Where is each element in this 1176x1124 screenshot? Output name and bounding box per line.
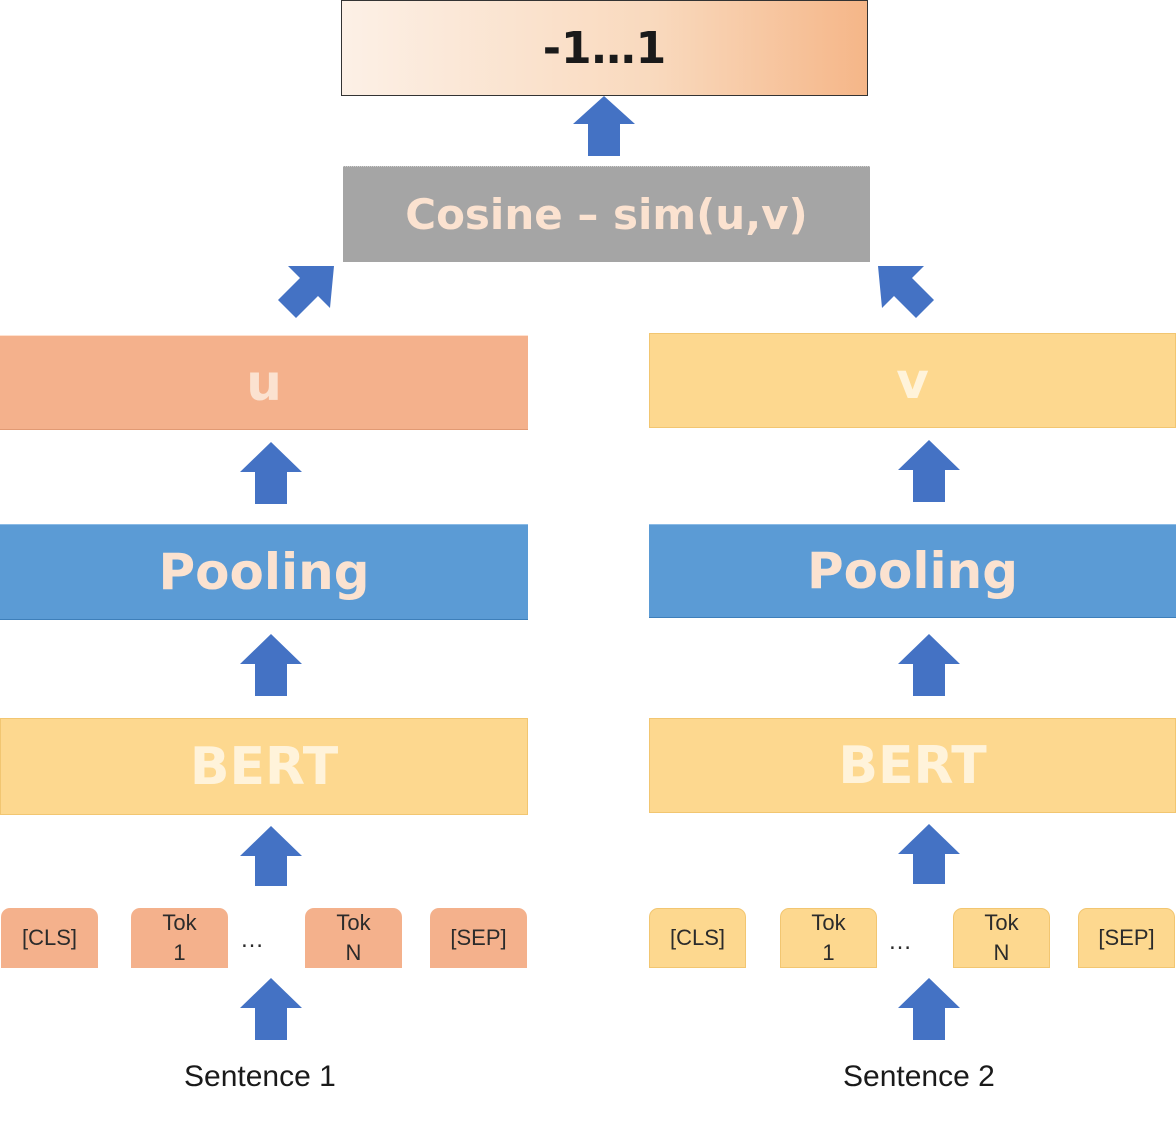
- token-cls-left: [CLS]: [1, 908, 98, 968]
- up-arrow-output: [573, 96, 635, 156]
- output-range-label: -1…1: [542, 22, 667, 74]
- up-arrow-left-pooling: [240, 442, 302, 504]
- pooling-right-box: Pooling: [649, 524, 1176, 618]
- cosine-similarity-box: Cosine – sim(u,v): [343, 166, 870, 262]
- token-n-right: Tok N: [953, 908, 1050, 968]
- sentence-1-label: Sentence 1: [184, 1060, 336, 1093]
- token-cls-right: [CLS]: [649, 908, 746, 968]
- pooling-left-box: Pooling: [0, 524, 528, 620]
- diagonal-arrow-left: [278, 266, 334, 318]
- embedding-v-label: v: [896, 351, 929, 410]
- bert-right-box: BERT: [649, 718, 1176, 813]
- token-n-left: Tok N: [305, 908, 402, 968]
- up-arrow-right-sentence: [898, 978, 960, 1040]
- token-1-left: Tok 1: [131, 908, 228, 968]
- up-arrow-right-tokens: [898, 824, 960, 884]
- embedding-u-label: u: [246, 353, 282, 412]
- embedding-v-box: v: [649, 333, 1176, 428]
- pooling-left-label: Pooling: [158, 543, 370, 601]
- token-ellipsis-left: …: [240, 926, 264, 953]
- diagonal-arrow-right: [878, 266, 934, 318]
- bert-right-label: BERT: [838, 735, 987, 796]
- sentence-2-label: Sentence 2: [843, 1060, 995, 1093]
- up-arrow-left-tokens: [240, 826, 302, 886]
- bert-left-label: BERT: [189, 736, 339, 797]
- token-1-right: Tok 1: [780, 908, 877, 968]
- up-arrow-right-bert: [898, 634, 960, 696]
- bert-left-box: BERT: [0, 718, 528, 815]
- up-arrow-right-pooling: [898, 440, 960, 502]
- pooling-right-label: Pooling: [806, 542, 1018, 600]
- output-range-box: -1…1: [341, 0, 868, 96]
- cosine-similarity-label: Cosine – sim(u,v): [405, 190, 808, 239]
- embedding-u-box: u: [0, 335, 528, 430]
- token-sep-left: [SEP]: [430, 908, 527, 968]
- up-arrow-left-bert: [240, 634, 302, 696]
- token-sep-right: [SEP]: [1078, 908, 1175, 968]
- up-arrow-left-sentence: [240, 978, 302, 1040]
- token-ellipsis-right: …: [888, 928, 912, 955]
